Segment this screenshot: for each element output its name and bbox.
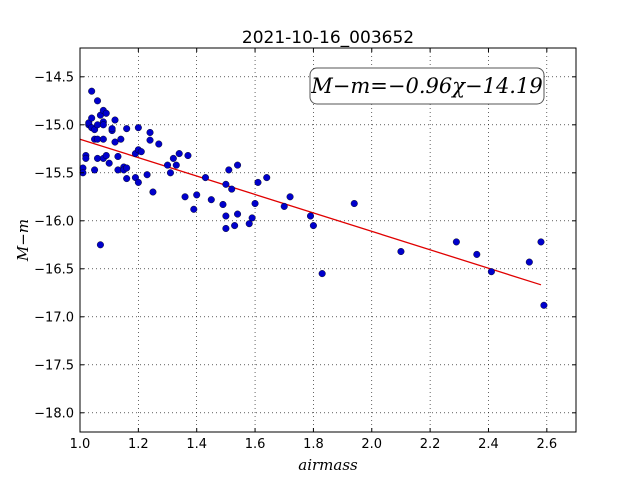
data-point [473, 250, 481, 258]
data-point [397, 248, 405, 256]
annotation-box [309, 67, 545, 105]
data-point [114, 152, 122, 160]
chart-title: 2021-10-16_003652 [242, 28, 414, 48]
x-axis-label: airmass [298, 456, 358, 474]
data-point [94, 135, 102, 143]
data-point [201, 174, 209, 182]
annotation-text: M−m=−0.96χ−14.19 [310, 74, 542, 98]
grid [79, 48, 576, 432]
data-point [94, 121, 102, 129]
data-point [263, 174, 271, 182]
data-point [82, 154, 90, 162]
data-point [94, 154, 102, 162]
data-point [117, 135, 125, 143]
data-point [251, 200, 259, 208]
data-point [222, 212, 230, 220]
data-point [525, 258, 533, 266]
y-tick-label: −15.0 [34, 118, 74, 133]
data-point [309, 222, 317, 230]
data-point [164, 161, 172, 169]
data-point [149, 188, 157, 196]
data-point [146, 136, 154, 144]
data-point [111, 116, 119, 124]
data-point [222, 180, 230, 188]
data-point [102, 152, 110, 160]
data-point [193, 191, 201, 199]
data-point [172, 161, 180, 169]
data-point [155, 140, 163, 148]
data-point [286, 193, 294, 201]
y-axis-label: M−m [14, 219, 32, 262]
x-tick-label: 1.4 [186, 437, 207, 452]
data-point [225, 166, 233, 174]
x-tick-label: 2.2 [420, 437, 441, 452]
data-point [222, 224, 230, 232]
data-point [487, 268, 495, 276]
fit-annotation: M−m=−0.96χ−14.19 [309, 67, 545, 105]
data-point [228, 185, 236, 193]
data-point [111, 138, 119, 146]
y-tick-label: −14.5 [34, 70, 74, 85]
data-point [134, 178, 142, 186]
data-point [114, 166, 122, 174]
y-tick-label: −17.5 [34, 358, 74, 373]
y-tick-label: −15.5 [34, 166, 74, 181]
data-point [245, 220, 253, 228]
data-point [91, 166, 99, 174]
data-point [88, 87, 96, 95]
data-point [88, 114, 96, 122]
data-point [537, 238, 545, 246]
data-point [105, 159, 113, 167]
data-point [207, 196, 215, 204]
fit-line-layer [79, 138, 542, 286]
x-tick-label: 2.6 [536, 437, 557, 452]
y-tick-label: −17.0 [34, 310, 74, 325]
data-point [231, 222, 239, 230]
data-point [184, 152, 192, 160]
data-point [190, 205, 198, 213]
y-tick-label: −16.5 [34, 262, 74, 277]
y-tick-label: −16.0 [34, 214, 74, 229]
x-tick-label: 1.6 [245, 437, 266, 452]
x-tick-label: 1.8 [303, 437, 324, 452]
fit-line [79, 138, 542, 286]
data-point [134, 124, 142, 132]
data-point [102, 109, 110, 117]
data-point [219, 200, 227, 208]
x-tick-label: 2.0 [361, 437, 382, 452]
data-point [452, 238, 460, 246]
data-point [169, 154, 177, 162]
data-point [350, 200, 358, 208]
x-tick-label: 1.0 [70, 437, 91, 452]
data-point [123, 164, 131, 172]
data-point [234, 161, 242, 169]
data-point [248, 214, 256, 222]
data-point [99, 121, 107, 129]
data-point [306, 212, 314, 220]
data-point [540, 301, 548, 309]
data-point [181, 193, 189, 201]
data-point [137, 148, 145, 156]
data-point [108, 125, 116, 133]
x-tick-label: 2.4 [478, 437, 499, 452]
data-point [146, 128, 154, 136]
y-tick-label: −18.0 [34, 406, 74, 421]
x-tick-label: 1.2 [128, 437, 149, 452]
axis-ticks: 1.0 1.2 1.4 1.6 1.8 2.0 2.2 2.4 2.6 −14.5 −15.0 −15… [34, 48, 576, 452]
data-point [318, 270, 326, 278]
plot-frame [79, 47, 577, 433]
data-point [123, 125, 131, 133]
data-point [166, 169, 174, 177]
data-point [96, 241, 104, 249]
data-point [280, 202, 288, 210]
data-point [99, 135, 107, 143]
data-point [94, 97, 102, 105]
data-points [79, 87, 548, 309]
data-point [175, 150, 183, 158]
data-point [254, 178, 262, 186]
data-point [143, 171, 151, 179]
data-point [123, 175, 131, 183]
data-point [234, 210, 242, 218]
